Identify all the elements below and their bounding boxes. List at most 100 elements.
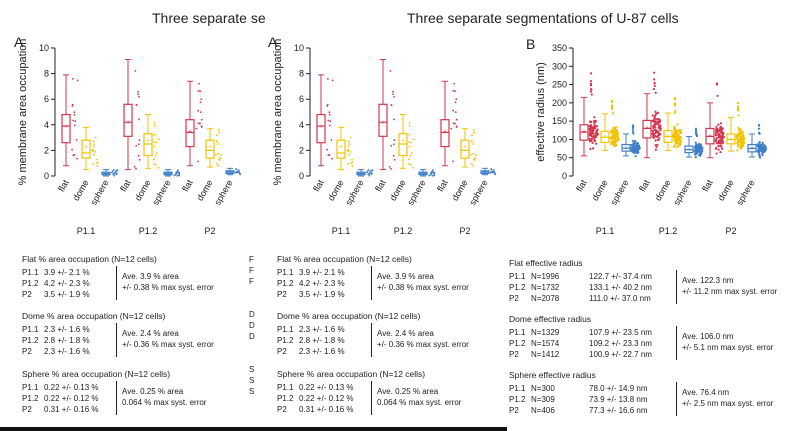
data-point [472,164,474,167]
data-point [759,144,763,147]
stats-row: P1.2 N=1574 109.2 +/- 23.3 nm [509,338,652,349]
data-point [93,153,95,156]
data-point [450,127,453,130]
data-point [430,170,433,173]
x-group-label: P2 [204,226,215,236]
stats-value: 77.3 +/- 16.6 nm [589,406,648,415]
data-point [453,82,455,85]
stats-group: P1.1 [277,383,294,392]
data-point [115,173,118,176]
data-point [452,122,455,125]
data-point [157,138,160,141]
stats-title: Flat effective radius [509,258,583,268]
stats-row: P1.2 4.2 +/- 2.3 % [277,278,425,289]
box [440,119,450,148]
stats-summary: Ave. 2.4 % area +/- 0.36 % max syst. erro… [377,328,469,350]
data-point [673,111,676,114]
stats-divider [676,382,677,416]
truncated-letter: S [249,387,255,396]
data-point [588,124,591,127]
data-point [654,126,657,129]
data-point [609,137,612,140]
x-category-label: flat [700,178,715,194]
stats-count: N=1329 [531,328,560,337]
stats-truncated-letters: F F F D D D S S S [249,254,255,397]
data-point [177,169,179,172]
data-point [348,143,351,145]
data-point [199,122,201,125]
data-point [715,136,719,139]
data-point [614,144,617,147]
stats-summary: Ave. 3.9 % area +/- 0.38 % max syst. erro… [377,271,469,293]
data-point [347,145,350,148]
data-point [721,127,724,130]
y-tick-label: 10 [39,43,49,53]
mean-marker: + [208,144,212,151]
data-point [590,134,593,137]
stats-row: P1.1 3.9 +/- 2.1 % [22,267,170,278]
data-point [197,90,200,92]
data-point [630,147,633,150]
data-point [589,147,592,151]
data-point [133,166,136,168]
stats-group: P1.2 [22,279,39,288]
data-point [717,148,720,151]
data-point [761,154,764,157]
data-point [632,141,635,144]
data-point [455,125,458,128]
data-point [327,78,329,80]
data-point [491,171,494,174]
data-point [433,174,436,177]
x-category-label: flat [435,178,450,194]
stats-value: 4.2 +/- 2.3 % [44,279,90,288]
data-point [454,111,457,113]
mean-marker: + [319,124,323,131]
stats-row: P1.2 4.2 +/- 2.3 % [22,278,170,289]
data-point [613,144,616,147]
y-tick-label: 8 [44,69,49,79]
data-point [657,134,660,137]
box [642,119,652,139]
data-point [92,140,95,143]
data-point [676,123,679,126]
data-point [138,118,140,121]
data-point [96,158,98,161]
data-point [653,115,656,118]
data-point [762,145,765,148]
data-point [635,143,638,146]
data-point [198,82,201,85]
data-point [590,120,593,123]
data-point [113,173,115,175]
x-category-label: sphere [608,178,630,207]
data-point [611,112,615,115]
data-point [390,104,393,106]
stats-title: Sphere effective radius [509,370,596,380]
stats-error: +/- 0.38 % max syst. error [122,283,214,292]
data-point [653,132,656,135]
data-point [197,122,200,125]
data-point [349,151,351,153]
mean-marker: + [624,145,628,152]
data-point [676,133,679,136]
data-point [652,71,656,74]
y-tick-label: 100 [552,134,567,144]
data-point [695,133,698,136]
stats-value: 3.5 +/- 1.9 % [299,290,345,299]
data-point [758,155,761,158]
y-tick-label: 300 [552,61,567,71]
mean-marker: + [146,138,150,145]
data-point [653,117,656,120]
data-point [654,129,657,132]
data-point [92,163,94,165]
data-point [655,145,658,149]
stats-error: +/- 0.36 % max syst. error [122,340,214,349]
data-point [351,158,353,161]
x-group-label: P1.2 [139,226,158,236]
data-point [493,170,495,173]
data-point [72,119,75,122]
chart-a-left: 0 2 4 6 8 10 % membrane area occupation + flat + d… [17,39,242,236]
data-point [593,121,596,124]
data-point [717,144,721,147]
data-point [761,141,764,144]
y-axis-label: effective radius (nm) [535,62,547,161]
